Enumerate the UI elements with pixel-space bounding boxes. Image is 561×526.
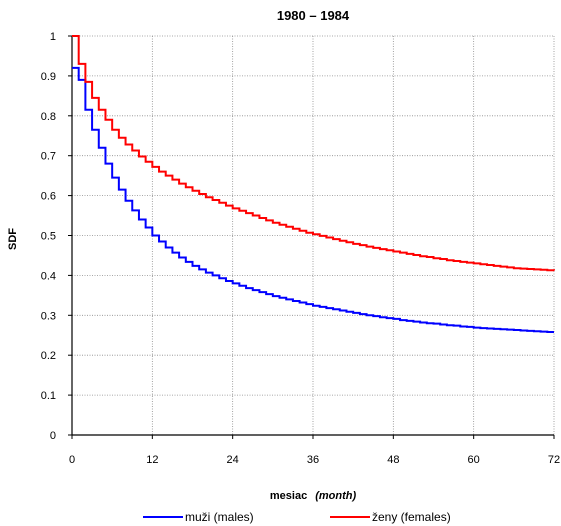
- y-tick-label: 0.7: [41, 151, 56, 163]
- y-tick-label: 0.9: [41, 71, 56, 83]
- gridlines: [72, 35, 555, 435]
- series-line-males: [72, 66, 554, 334]
- x-tick-label: 36: [307, 454, 319, 466]
- axes: [68, 35, 555, 439]
- legend: muži (males) ženy (females): [143, 510, 451, 524]
- y-tick-label: 0.2: [41, 350, 56, 362]
- x-tick-label: 24: [227, 454, 239, 466]
- y-axis-label: SDF: [7, 228, 19, 250]
- y-tick-label: 0.5: [41, 231, 56, 243]
- legend-label: ženy (females): [372, 510, 451, 524]
- x-tick-label: 60: [468, 454, 480, 466]
- series-line-females: [72, 35, 555, 272]
- y-tick-label: 1: [50, 31, 56, 43]
- x-tick-label: 72: [548, 454, 560, 466]
- tick-labels: 0 0.1 0.2 0.3 0.4 0.5 0.6 0.7 0.8 0.9 1 0 12 24 36 48 60…: [41, 31, 560, 466]
- y-tick-label: 0.6: [41, 191, 56, 203]
- y-tick-label: 0.8: [41, 111, 56, 123]
- x-tick-label: 48: [387, 454, 399, 466]
- y-tick-label: 0.1: [41, 390, 56, 402]
- x-axis-label-main: mesiac: [270, 490, 307, 502]
- y-tick-label: 0.3: [41, 310, 56, 322]
- x-tick-label: 12: [146, 454, 158, 466]
- chart-title: 1980 – 1984: [277, 8, 350, 23]
- x-tick-label: 0: [69, 454, 75, 466]
- y-tick-label: 0: [50, 430, 56, 442]
- legend-label: muži (males): [185, 510, 254, 524]
- y-tick-label: 0.4: [41, 270, 56, 282]
- x-axis-label: mesiac (month): [270, 490, 357, 502]
- series-lines: [72, 35, 555, 334]
- x-axis-label-sub: (month): [315, 490, 356, 502]
